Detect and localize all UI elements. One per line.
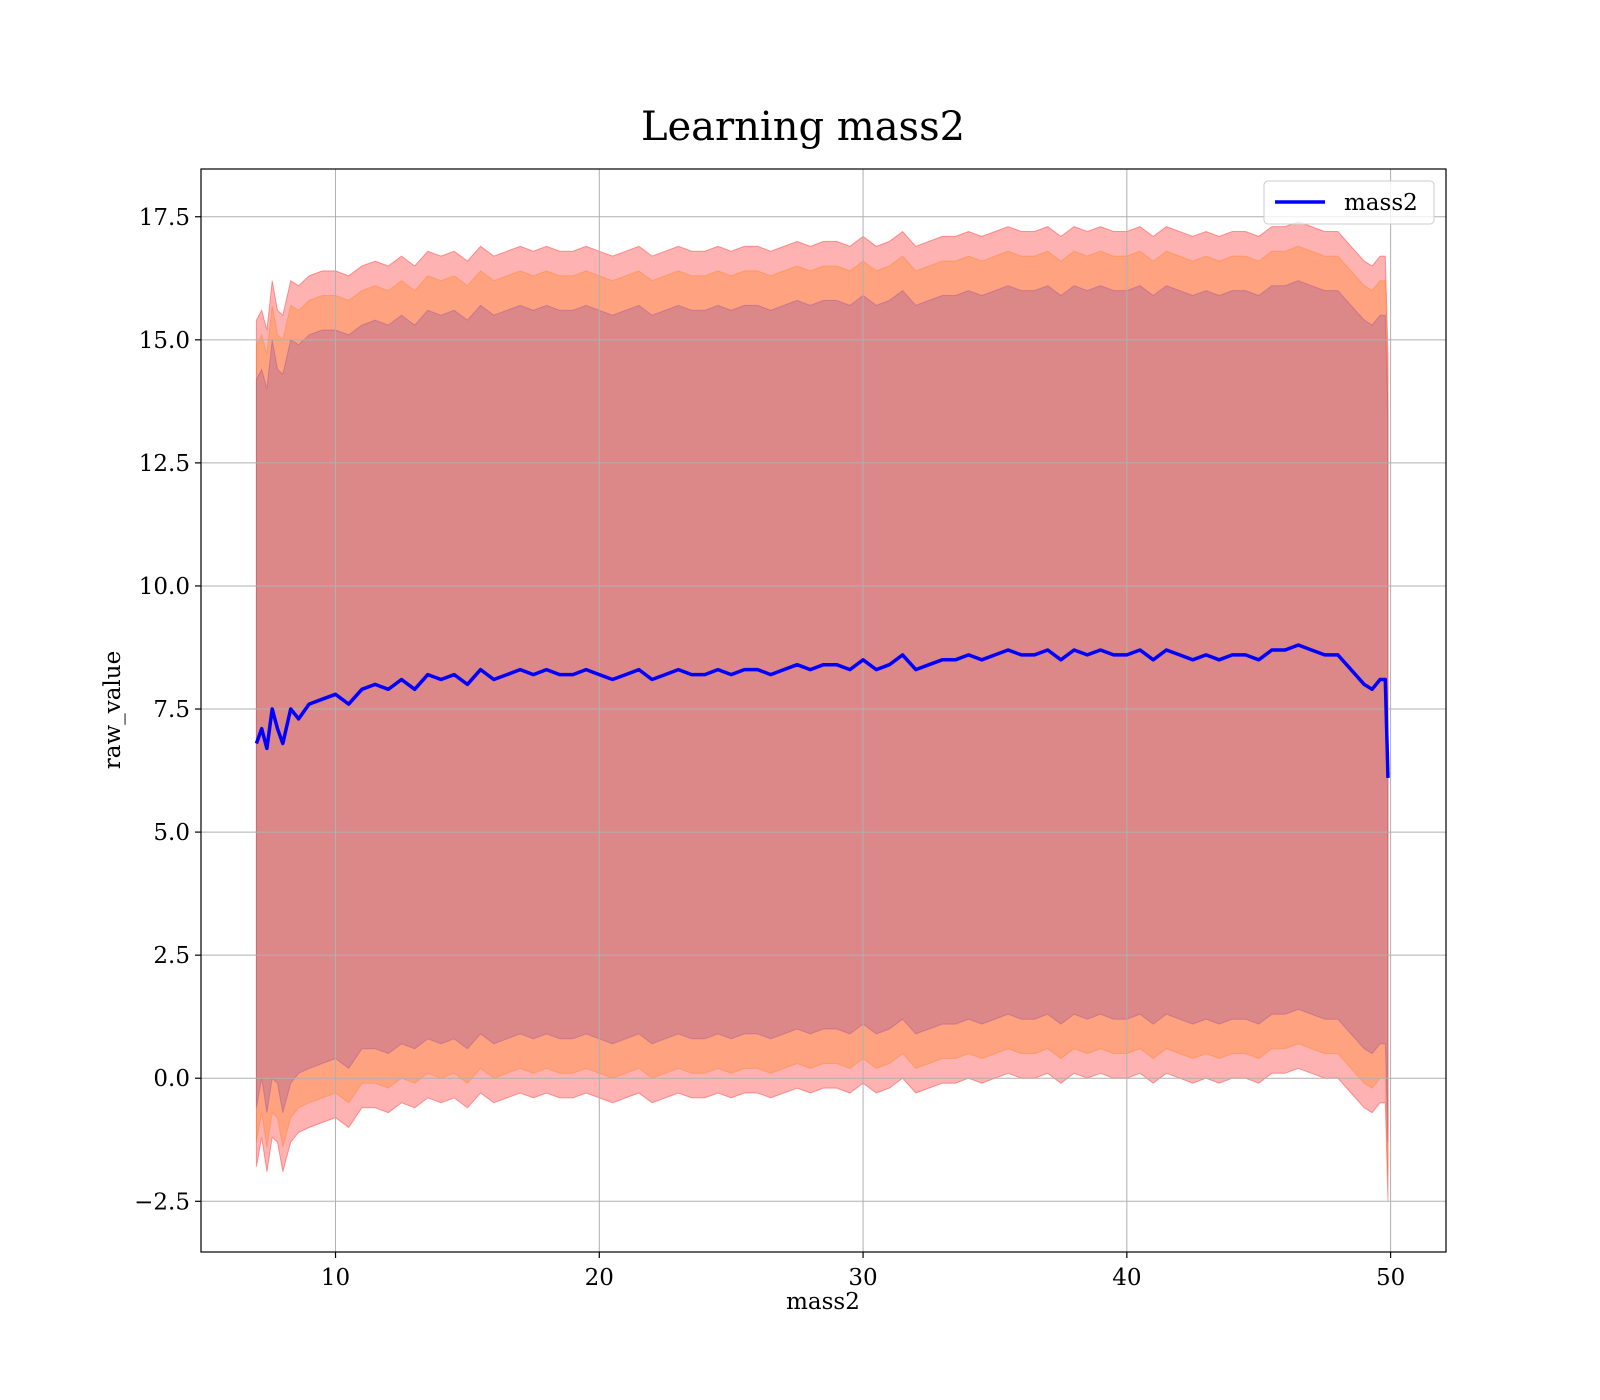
legend-label: mass2 (1344, 190, 1418, 216)
band-2 (255, 280, 1389, 1143)
plot-area (200, 168, 1447, 1253)
x-tick-label: 50 (1376, 1265, 1405, 1291)
y-axis-label: raw_value (100, 651, 126, 769)
y-tick-label: 0.0 (153, 1066, 190, 1092)
y-tick-label: 7.5 (153, 697, 190, 723)
x-tick-label: 10 (321, 1265, 350, 1291)
y-tick-label: 17.5 (139, 205, 190, 231)
x-axis-ticks: 10 20 30 40 50 (321, 1252, 1405, 1291)
y-tick-label: 10.0 (139, 574, 190, 600)
x-axis-label: mass2 (786, 1289, 860, 1315)
series-line-0 (254, 643, 1390, 778)
y-tick-label: 15.0 (139, 328, 190, 354)
x-tick-label: 20 (585, 1265, 614, 1291)
y-tick-label: 5.0 (153, 820, 190, 846)
legend-box (1263, 180, 1435, 225)
y-axis-ticks: −2.5 0.0 2.5 5.0 7.5 10.0 12.5 15.0 17.5 (134, 205, 201, 1215)
x-tick-label: 30 (848, 1265, 877, 1291)
y-tick-label: −2.5 (134, 1189, 190, 1215)
series-layer (254, 643, 1390, 778)
y-tick-label: 12.5 (139, 451, 190, 477)
x-tick-label: 40 (1112, 1265, 1141, 1291)
axes-frame (200, 168, 1447, 1253)
chart-title: Learning mass2 (641, 104, 965, 150)
grid-lines (201, 169, 1446, 1252)
bands-layer (255, 221, 1389, 1202)
legend: mass2 (1263, 180, 1435, 225)
y-tick-label: 2.5 (153, 943, 190, 969)
